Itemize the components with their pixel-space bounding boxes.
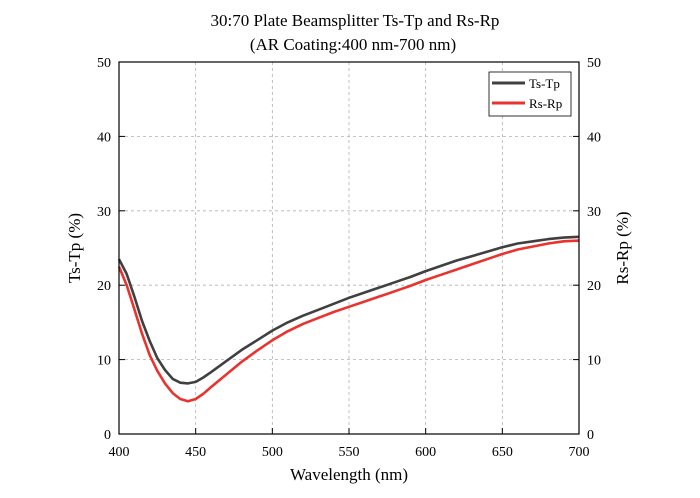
series-line-ts-tp bbox=[117, 235, 580, 385]
x-tick-label: 650 bbox=[492, 445, 513, 460]
x-tick-label: 600 bbox=[415, 445, 436, 460]
grid bbox=[119, 62, 579, 434]
y-axis-label-right: Rs-Rp (%) bbox=[613, 211, 632, 284]
y-tick-label-left: 10 bbox=[97, 354, 111, 369]
y-axis-label-left: Ts-Tp (%) bbox=[65, 213, 84, 283]
y-tick-label-left: 30 bbox=[97, 205, 111, 220]
y-tick-label-left: 20 bbox=[97, 279, 111, 294]
y-tick-label-right: 10 bbox=[587, 354, 601, 369]
chart-subtitle: (AR Coating:400 nm-700 nm) bbox=[250, 35, 456, 54]
legend-label-rs-rp: Rs-Rp bbox=[529, 96, 562, 111]
chart-title: 30:70 Plate Beamsplitter Ts-Tp and Rs-Rp bbox=[211, 11, 500, 30]
y-tick-label-right: 0 bbox=[587, 428, 594, 443]
x-tick-label: 500 bbox=[262, 445, 283, 460]
x-axis-label: Wavelength (nm) bbox=[290, 465, 408, 484]
legend-label-ts-tp: Ts-Tp bbox=[529, 76, 560, 91]
y-tick-label-right: 40 bbox=[587, 130, 601, 145]
x-tick-label: 400 bbox=[109, 445, 130, 460]
y-tick-label-right: 50 bbox=[587, 56, 601, 71]
legend: Ts-Tp Rs-Rp bbox=[488, 71, 572, 117]
x-tick-label: 700 bbox=[569, 445, 590, 460]
x-tick-label: 550 bbox=[339, 445, 360, 460]
y-tick-label-right: 30 bbox=[587, 205, 601, 220]
y-tick-label-left: 0 bbox=[104, 428, 111, 443]
x-tick-label: 450 bbox=[185, 445, 206, 460]
legend-box bbox=[488, 71, 572, 117]
series-line-rs-rp bbox=[117, 239, 580, 403]
y-tick-label-left: 40 bbox=[97, 130, 111, 145]
ticks: 400 450 500 550 600 650 700 0 0 10 10 20 20 30 30 40 40 5… bbox=[97, 56, 601, 460]
series-group bbox=[117, 235, 580, 403]
y-tick-label-left: 50 bbox=[97, 56, 111, 71]
y-tick-label-right: 20 bbox=[587, 279, 601, 294]
